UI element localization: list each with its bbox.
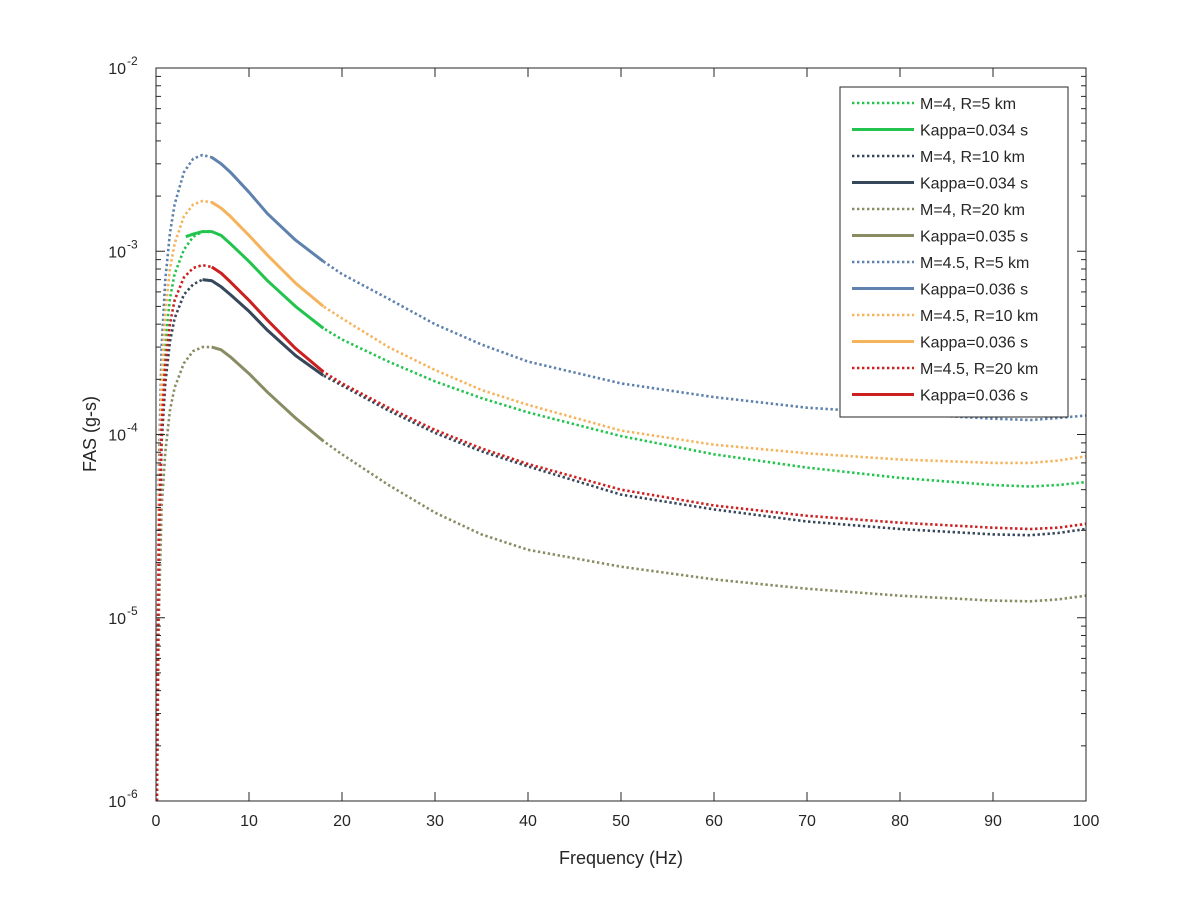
x-axis-label: Frequency (Hz) [559,848,683,868]
legend-entry: M=4, R=5 km [852,96,1016,113]
legend-label: Kappa=0.034 s [920,123,1028,140]
legend-entry: Kappa=0.036 s [852,282,1028,299]
legend-entry: M=4, R=10 km [852,149,1025,166]
y-tick-exponent: -3 [127,237,138,251]
legend-label: M=4, R=5 km [920,96,1016,113]
y-tick-base: 10 [108,611,126,628]
x-tick-label: 20 [333,813,351,830]
x-tick-label: 0 [152,813,161,830]
x-tick-label: 100 [1073,813,1100,830]
y-tick-exponent: -4 [127,421,138,435]
y-tick-label: 10 -5 [108,604,138,628]
y-tick-exponent: -6 [127,787,138,801]
legend-entry: Kappa=0.036 s [852,388,1028,405]
legend-label: Kappa=0.036 s [920,335,1028,352]
y-axis-ticks: 10-610-510-410-310-2 [108,54,1086,811]
legend-label: M=4.5, R=10 km [920,308,1038,325]
x-tick-label: 90 [984,813,1002,830]
legend-entry: M=4.5, R=20 km [852,361,1038,378]
y-tick-base: 10 [108,244,126,261]
legend-label: Kappa=0.034 s [920,176,1028,193]
x-tick-label: 50 [612,813,630,830]
x-tick-label: 10 [240,813,258,830]
legend-label: M=4.5, R=5 km [920,255,1029,272]
series-line-kappa-m4-r20 [211,345,325,443]
legend-entry: M=4, R=20 km [852,202,1025,219]
y-tick-base: 10 [108,61,126,78]
y-tick-base: 10 [108,794,126,811]
legend-label: M=4, R=10 km [920,149,1025,166]
series-line-m4-r5 [155,230,1087,802]
legend-entry: M=4.5, R=5 km [852,255,1029,272]
legend-label: M=4.5, R=20 km [920,361,1038,378]
legend-label: Kappa=0.036 s [920,388,1028,405]
series-line-kappa-m45-r5 [210,156,325,263]
x-tick-label: 40 [519,813,537,830]
series-line-kappa-m45-r20 [210,265,325,373]
x-axis-ticks: 0 10 20 30 40 50 60 70 80 90 100 [152,68,1100,830]
y-tick-base: 10 [108,428,126,445]
y-tick-exponent: -2 [127,54,138,68]
legend-label: Kappa=0.036 s [920,282,1028,299]
legend-label: Kappa=0.035 s [920,229,1028,246]
series-line-kappa-m45-r10 [211,201,325,308]
legend-entry: Kappa=0.036 s [852,335,1028,352]
y-tick-label: 10 -4 [108,421,138,445]
x-tick-label: 70 [798,813,816,830]
legend-entry: M=4.5, R=10 km [852,308,1038,325]
y-tick-label: 10 -6 [108,787,138,811]
series-layer [155,153,1087,802]
x-tick-label: 80 [891,813,909,830]
y-tick-exponent: -5 [127,604,138,618]
legend-label: M=4, R=20 km [920,202,1025,219]
y-axis-label: FAS (g-s) [80,396,100,472]
legend: M=4, R=5 km Kappa=0.034 s M=4, R=10 km Kapp… [839,86,1069,418]
legend-entry: Kappa=0.034 s [852,123,1028,140]
series-line-kappa-m4-r5 [185,230,325,330]
legend-entry: Kappa=0.034 s [852,176,1028,193]
legend-box [839,86,1069,418]
y-tick-label: 10 -2 [108,54,138,78]
series-line-kappa-m4-r10 [202,278,325,377]
x-tick-label: 60 [705,813,723,830]
legend-entry: Kappa=0.035 s [852,229,1028,246]
y-tick-label: 10 -3 [108,237,138,261]
x-tick-label: 30 [426,813,444,830]
